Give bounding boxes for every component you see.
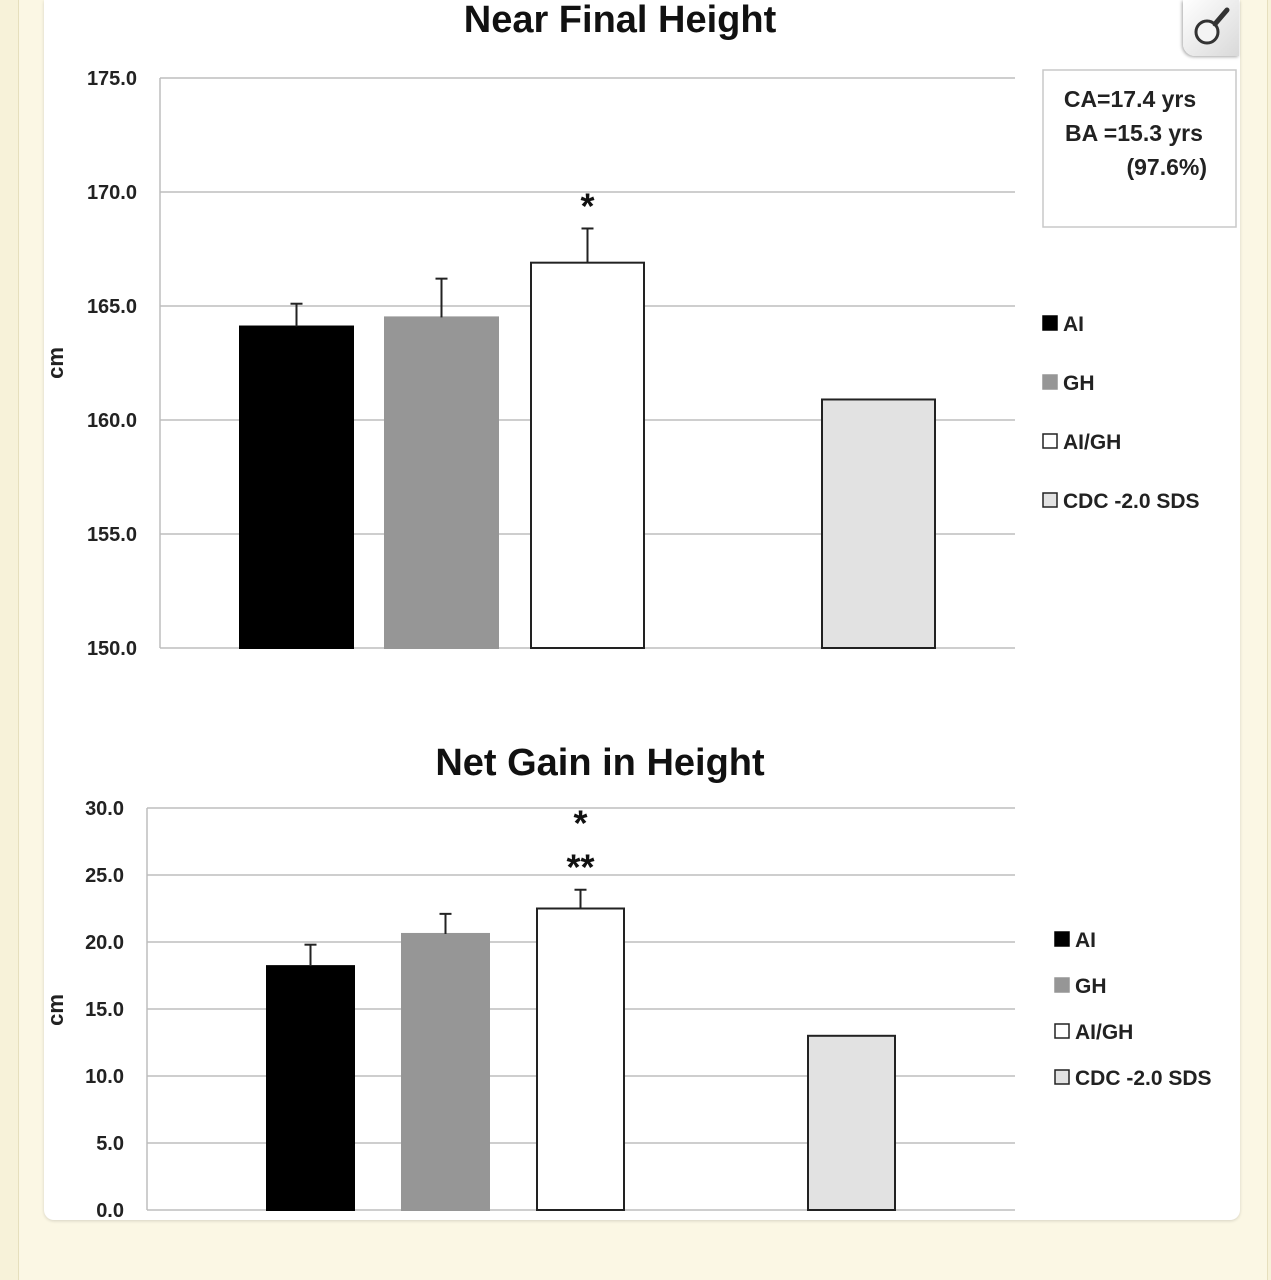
bar-ai <box>266 965 355 1211</box>
y-tick-label: 175.0 <box>87 68 137 90</box>
y-tick-label: 0.0 <box>96 1200 124 1222</box>
y-tick-label: 30.0 <box>85 798 124 820</box>
legend-label-ai-gh: AI/GH <box>1063 431 1121 454</box>
legend-swatch-gh <box>1042 374 1058 390</box>
legend: AI GH AI/GH CDC -2.0 SDS <box>1042 313 1200 513</box>
y-tick-labels: 0.0 5.0 10.0 15.0 20.0 25.0 30.0 <box>85 798 124 1222</box>
bars <box>239 261 936 650</box>
legend-swatch-cdc-2-0-sds <box>1042 492 1058 508</box>
legend-swatch-gh <box>1054 977 1070 993</box>
magnifier-icon <box>1194 7 1230 45</box>
y-axis-label: cm <box>43 347 68 379</box>
bar-cdc-2-0-sds <box>807 1034 896 1212</box>
y-tick-label: 170.0 <box>87 182 137 204</box>
bars <box>266 907 896 1212</box>
annotation-ba: BA =15.3 yrs <box>1065 120 1203 146</box>
y-tick-label: 150.0 <box>87 638 137 660</box>
y-axis-label: cm <box>43 994 68 1026</box>
legend-swatch-ai <box>1054 931 1070 947</box>
annotation-box <box>1042 69 1237 228</box>
legend-label-ai: AI <box>1063 313 1084 336</box>
bar-ai <box>239 325 354 649</box>
chart-title: Near Final Height <box>464 0 777 41</box>
legend-label-ai-gh: AI/GH <box>1075 1021 1133 1044</box>
legend-label-cdc-2-0-sds: CDC -2.0 SDS <box>1075 1067 1212 1090</box>
zoom-button[interactable] <box>1183 0 1239 56</box>
y-tick-label: 25.0 <box>85 865 124 887</box>
y-tick-label: 15.0 <box>85 999 124 1021</box>
significance-marker: * <box>573 803 587 844</box>
chart-title: Net Gain in Height <box>435 742 765 784</box>
chart-net-gain-in-height: Net Gain in Height cm 0.0 5.0 10.0 15.0 20.0… <box>43 742 1212 1222</box>
y-tick-label: 10.0 <box>85 1066 124 1088</box>
y-tick-label: 20.0 <box>85 932 124 954</box>
legend: AI GH AI/GH CDC -2.0 SDS <box>1054 929 1212 1090</box>
bar-ai-gh <box>530 261 645 649</box>
chart-near-final-height: Near Final Height cm 150.0 155.0 160.0 165.… <box>43 0 1237 660</box>
significance-marker: * <box>580 185 594 226</box>
bar-gh <box>401 932 490 1212</box>
annotation-ca: CA=17.4 yrs <box>1064 86 1196 112</box>
legend-label-gh: GH <box>1063 372 1095 395</box>
bar-cdc-2-0-sds <box>821 398 936 650</box>
y-tick-label: 155.0 <box>87 524 137 546</box>
y-tick-label: 5.0 <box>96 1133 124 1155</box>
legend-swatch-ai-gh <box>1042 433 1058 449</box>
y-tick-label: 160.0 <box>87 410 137 432</box>
annotation-percent: (97.6%) <box>1126 154 1207 180</box>
legend-swatch-ai-gh <box>1054 1023 1070 1039</box>
error-bars <box>304 888 587 967</box>
error-bars <box>290 227 594 327</box>
bar-gh <box>384 316 499 649</box>
y-tick-labels: 150.0 155.0 160.0 165.0 170.0 175.0 <box>87 68 137 660</box>
legend-swatch-cdc-2-0-sds <box>1054 1069 1070 1085</box>
legend-label-ai: AI <box>1075 929 1096 952</box>
significance-marker: ** <box>566 847 594 888</box>
significance-markers: *** <box>566 803 594 888</box>
y-tick-label: 165.0 <box>87 296 137 318</box>
bar-ai-gh <box>536 907 625 1211</box>
legend-label-gh: GH <box>1075 975 1107 998</box>
legend-swatch-ai <box>1042 315 1058 331</box>
legend-label-cdc-2-0-sds: CDC -2.0 SDS <box>1063 490 1200 513</box>
significance-markers: * <box>580 185 594 226</box>
